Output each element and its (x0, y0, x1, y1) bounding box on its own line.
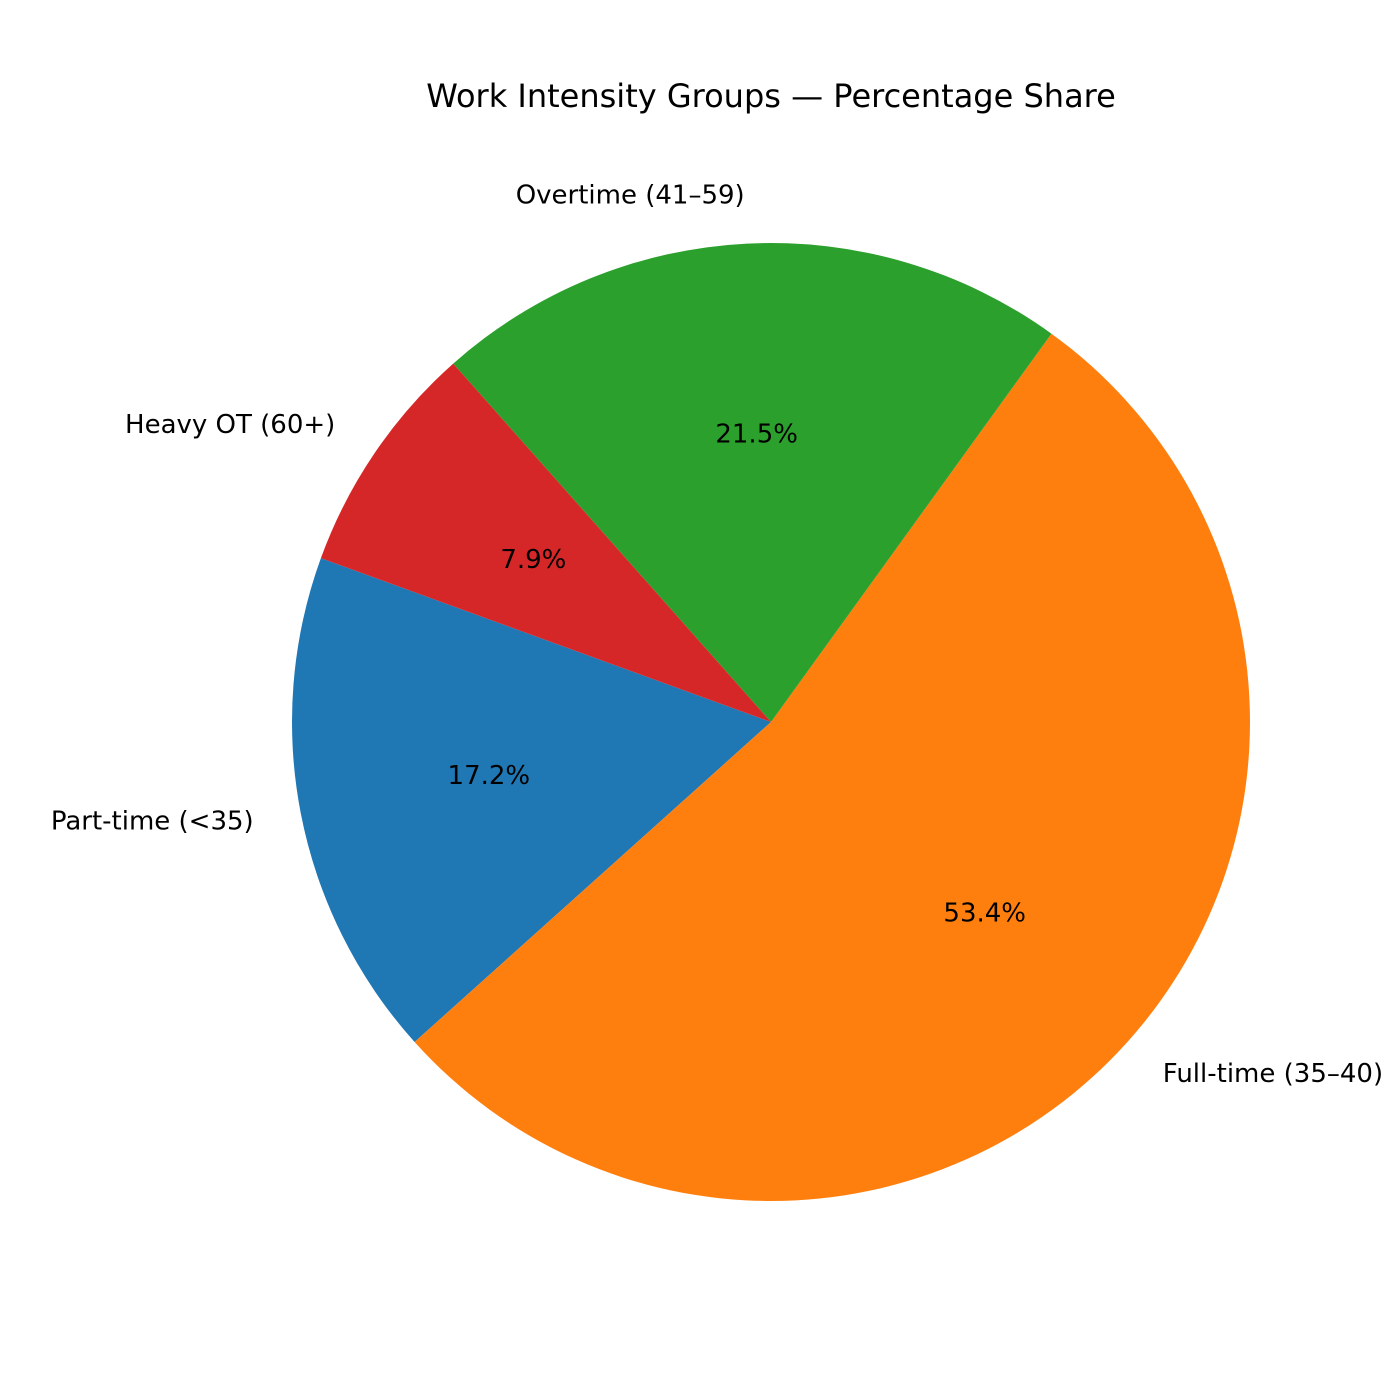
pie-slice-2 (414, 333, 1251, 1201)
slice-label-4: Heavy OT (60+) (125, 410, 335, 440)
pie-slice-4 (320, 363, 771, 722)
slice-percent-label-1: 17.2% (448, 761, 531, 791)
slice-label-3: Overtime (41–59) (516, 180, 745, 210)
chart-title: Work Intensity Groups — Percentage Share (426, 77, 1116, 115)
pie-slices (291, 242, 1251, 1201)
pie-slice-1 (291, 558, 771, 1043)
pie-slice-3 (453, 242, 1052, 722)
pie-labels: Part-time (<35) 17.2% Full-time (35–40) 53.… (51, 180, 1383, 1089)
slice-label-2: Full-time (35–40) (1163, 1059, 1383, 1089)
slice-percent-label-3: 21.5% (715, 419, 798, 449)
slice-percent-label-2: 53.4% (943, 899, 1026, 929)
slice-label-1: Part-time (<35) (51, 807, 254, 837)
slice-percent-label-4: 7.9% (500, 545, 566, 575)
